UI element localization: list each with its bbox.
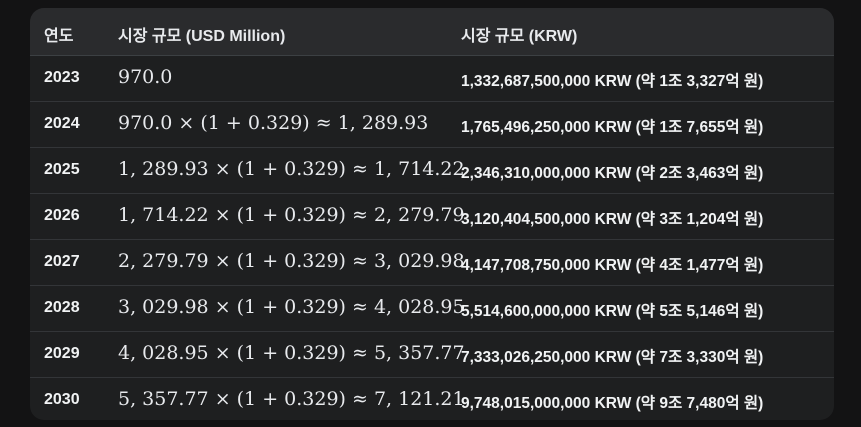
table-row: 2023 970.0 1,332,687,500,000 KRW (약 1조 3… — [30, 55, 834, 102]
cell-year: 2023 — [44, 69, 80, 86]
cell-krw: 1,765,496,250,000 KRW (약 1조 7,655억 원) — [461, 119, 764, 136]
cell-usd: 3, 029.98 × (1 + 0.329) ≈ 4, 028.95 — [118, 296, 465, 318]
cell-year: 2025 — [44, 161, 80, 178]
table-row: 2028 3, 029.98 × (1 + 0.329) ≈ 4, 028.95… — [30, 285, 834, 332]
table-row: 2024 970.0 × (1 + 0.329) ≈ 1, 289.93 1,7… — [30, 101, 834, 148]
table-row: 2025 1, 289.93 × (1 + 0.329) ≈ 1, 714.22… — [30, 147, 834, 194]
cell-year: 2024 — [44, 115, 80, 132]
cell-usd: 5, 357.77 × (1 + 0.329) ≈ 7, 121.21 — [118, 388, 465, 410]
cell-krw: 4,147,708,750,000 KRW (약 4조 1,477억 원) — [461, 257, 764, 274]
cell-year: 2027 — [44, 253, 80, 270]
cell-krw: 2,346,310,000,000 KRW (약 2조 3,463억 원) — [461, 165, 764, 182]
cell-usd: 1, 714.22 × (1 + 0.329) ≈ 2, 279.79 — [118, 204, 465, 226]
table-row: 2029 4, 028.95 × (1 + 0.329) ≈ 5, 357.77… — [30, 331, 834, 378]
cell-year: 2028 — [44, 299, 80, 316]
cell-krw: 3,120,404,500,000 KRW (약 3조 1,204억 원) — [461, 211, 764, 228]
cell-usd: 4, 028.95 × (1 + 0.329) ≈ 5, 357.77 — [118, 342, 465, 364]
table-row: 2027 2, 279.79 × (1 + 0.329) ≈ 3, 029.98… — [30, 239, 834, 286]
table-header: 연도 시장 규모 (USD Million) 시장 규모 (KRW) — [30, 8, 834, 56]
cell-year: 2026 — [44, 207, 80, 224]
market-size-table: 연도 시장 규모 (USD Million) 시장 규모 (KRW) 2023 … — [30, 8, 834, 420]
cell-year: 2030 — [44, 391, 80, 408]
cell-krw: 1,332,687,500,000 KRW (약 1조 3,327억 원) — [461, 73, 764, 90]
cell-usd: 970.0 × (1 + 0.329) ≈ 1, 289.93 — [118, 112, 429, 134]
header-year: 연도 — [44, 28, 74, 45]
cell-krw: 5,514,600,000,000 KRW (약 5조 5,146억 원) — [461, 303, 764, 320]
table-row: 2026 1, 714.22 × (1 + 0.329) ≈ 2, 279.79… — [30, 193, 834, 240]
header-krw: 시장 규모 (KRW) — [461, 28, 578, 45]
header-usd: 시장 규모 (USD Million) — [118, 28, 286, 45]
cell-year: 2029 — [44, 345, 80, 362]
cell-krw: 9,748,015,000,000 KRW (약 9조 7,480억 원) — [461, 395, 764, 412]
cell-krw: 7,333,026,250,000 KRW (약 7조 3,330억 원) — [461, 349, 764, 366]
table-row: 2030 5, 357.77 × (1 + 0.329) ≈ 7, 121.21… — [30, 377, 834, 420]
cell-usd: 2, 279.79 × (1 + 0.329) ≈ 3, 029.98 — [118, 250, 465, 272]
cell-usd: 970.0 — [118, 66, 173, 88]
cell-usd: 1, 289.93 × (1 + 0.329) ≈ 1, 714.22 — [118, 158, 465, 180]
